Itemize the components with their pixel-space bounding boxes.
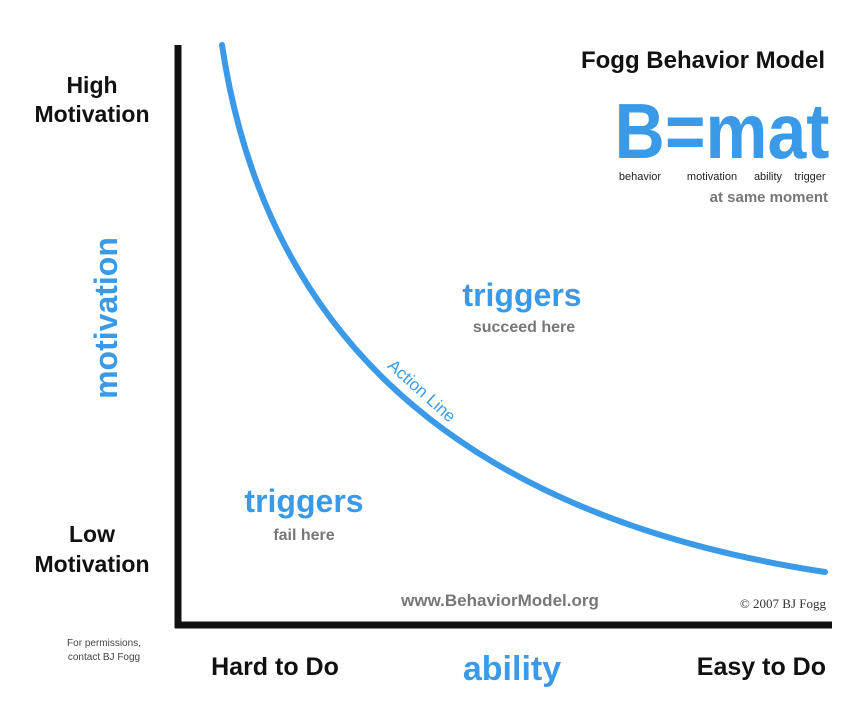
x-low: Hard to Do (211, 653, 339, 681)
title: Fogg Behavior Model (581, 47, 825, 74)
region-note: succeed here (473, 319, 575, 336)
formula-term: ability (754, 171, 783, 183)
formula-note: at same moment (710, 189, 828, 206)
formula: B=mat (615, 87, 830, 175)
region-heading: triggers (462, 277, 581, 313)
region-heading: triggers (244, 483, 363, 519)
formula-term: behavior (619, 171, 662, 183)
y-low: Low (69, 521, 115, 547)
y-low: Motivation (35, 551, 150, 577)
y-high: Motivation (35, 101, 150, 127)
permissions: For permissions, (67, 638, 141, 649)
copyright: © 2007 BJ Fogg (740, 596, 827, 611)
action-line (219, 42, 828, 575)
region-note: fail here (273, 527, 334, 544)
url: www.BehaviorModel.org (400, 591, 599, 610)
formula-term: motivation (687, 171, 737, 183)
y-axis-label: motivation (88, 237, 124, 399)
permissions: contact BJ Fogg (68, 652, 140, 663)
x-axis-label: ability (463, 650, 561, 688)
formula-term: trigger (794, 171, 826, 183)
y-high: High (66, 72, 117, 98)
x-high: Easy to Do (697, 653, 826, 681)
